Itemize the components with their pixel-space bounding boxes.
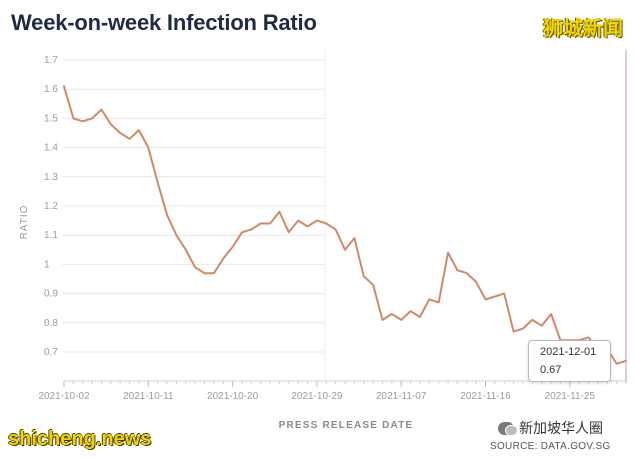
y-tick-label: 0.9 [44,289,58,300]
y-tick-label: 1 [44,259,50,270]
y-tick-label: 1.7 [44,55,58,66]
y-tick-label: 1.2 [44,201,58,212]
source-note: SOURCE: DATA.GOV.SG [490,441,611,452]
x-tick-label: 2021-10-11 [123,391,174,402]
y-tick-labels: 0.7 0.8 0.9 1 1.1 1.2 1.3 1.4 1.5 1.6 1.7 [44,55,58,358]
y-tick-label: 1.5 [44,113,58,124]
data-tooltip: 2021-12-01 0.67 [528,340,611,382]
y-tick-label: 1.1 [44,230,58,241]
y-tick-label: 1.4 [44,143,58,154]
watermark-chat: 新加坡华人圈 [498,418,603,438]
x-tick-label: 2021-10-29 [291,391,343,402]
y-tick-label: 1.6 [44,84,58,95]
y-tick-label: 0.7 [44,347,58,358]
y-tick-label: 1.3 [44,172,58,183]
chat-bubble-icon [498,421,518,436]
watermark-chat-text: 新加坡华人圈 [519,421,603,437]
x-axis-label: PRESS RELEASE DATE [279,420,414,431]
watermark-site: shicheng.news [8,428,152,450]
y-tick-label: 0.8 [44,318,58,329]
tooltip-value: 0.67 [540,364,562,376]
x-tick-label: 2021-11-16 [460,391,511,402]
tooltip-date: 2021-12-01 [540,346,597,358]
y-axis-label: RATIO [19,205,30,240]
x-tick-label: 2021-11-07 [376,391,427,402]
x-tick-label: 2021-10-20 [207,391,259,402]
series-layer [63,85,627,365]
brand-logo-text: 狮城新闻 [543,16,623,40]
x-axis: 2021-10-02 2021-10-11 2021-10-20 2021-10-29… [38,380,627,402]
grid-lines [62,50,326,381]
chart-title: Week-on-week Infection Ratio [11,10,317,35]
x-tick-label: 2021-11-25 [545,391,596,402]
series-line [63,85,627,365]
x-tick-label: 2021-10-02 [38,391,90,402]
